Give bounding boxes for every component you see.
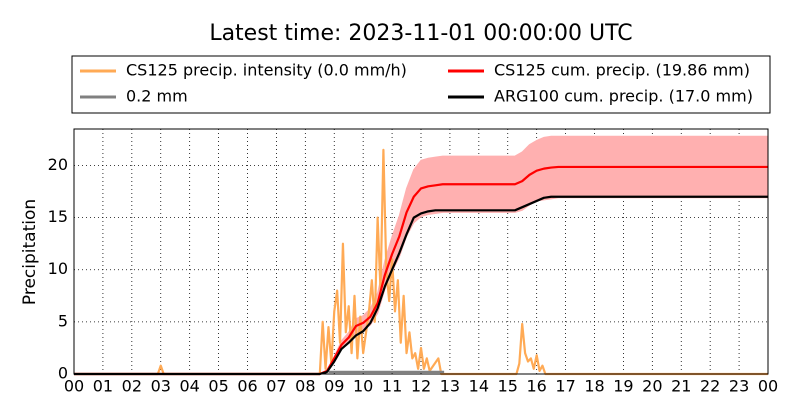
x-tick-label: 07 <box>266 377 286 396</box>
x-tick-label: 19 <box>613 377 633 396</box>
series-line <box>74 195 768 376</box>
legend-label: CS125 precip. intensity (0.0 mm/h) <box>126 61 407 80</box>
series-line <box>74 165 768 376</box>
x-tick-label: 13 <box>440 377 460 396</box>
x-tick-label: 00 <box>64 377 84 396</box>
x-tick-label: 10 <box>353 377 373 396</box>
x-tick-label: 05 <box>208 377 228 396</box>
y-tick-label: 20 <box>48 155 68 174</box>
x-tick-label: 17 <box>555 377 575 396</box>
x-tick-label: 22 <box>700 377 720 396</box>
x-tick-label: 00 <box>758 377 778 396</box>
x-tick-label: 02 <box>122 377 142 396</box>
x-tick-label: 01 <box>93 377 113 396</box>
legend-label: CS125 cum. precip. (19.86 mm) <box>494 61 750 80</box>
x-tick-label: 14 <box>469 377 489 396</box>
chart-title: Latest time: 2023-11-01 00:00:00 UTC <box>209 21 632 46</box>
plot-area <box>73 129 769 376</box>
legend-box <box>71 55 771 114</box>
legend-label: 0.2 mm <box>126 87 188 106</box>
y-tick-label: 15 <box>48 207 68 226</box>
y-axis-label: Precipitation <box>20 199 40 305</box>
x-tick-label: 23 <box>729 377 749 396</box>
x-tick-label: 09 <box>324 377 344 396</box>
x-tick-label: 15 <box>498 377 518 396</box>
x-tick-label: 12 <box>411 377 431 396</box>
x-tick-label: 18 <box>584 377 604 396</box>
y-tick-label: 10 <box>48 259 68 278</box>
y-tick-label: 0 <box>58 364 68 383</box>
x-tick-label: 03 <box>151 377 171 396</box>
x-tick-label: 08 <box>295 377 315 396</box>
x-tick-label: 04 <box>179 377 199 396</box>
x-tick-label: 06 <box>237 377 257 396</box>
x-tick-label: 11 <box>382 377 402 396</box>
legend-label: ARG100 cum. precip. (17.0 mm) <box>494 87 753 106</box>
x-tick-label: 20 <box>642 377 662 396</box>
y-tick-label: 5 <box>58 311 68 330</box>
plot-frame <box>73 128 769 375</box>
x-tick-label: 21 <box>671 377 691 396</box>
x-tick-label: 16 <box>526 377 546 396</box>
series-line <box>74 148 768 376</box>
uncertainty-band <box>74 135 769 375</box>
